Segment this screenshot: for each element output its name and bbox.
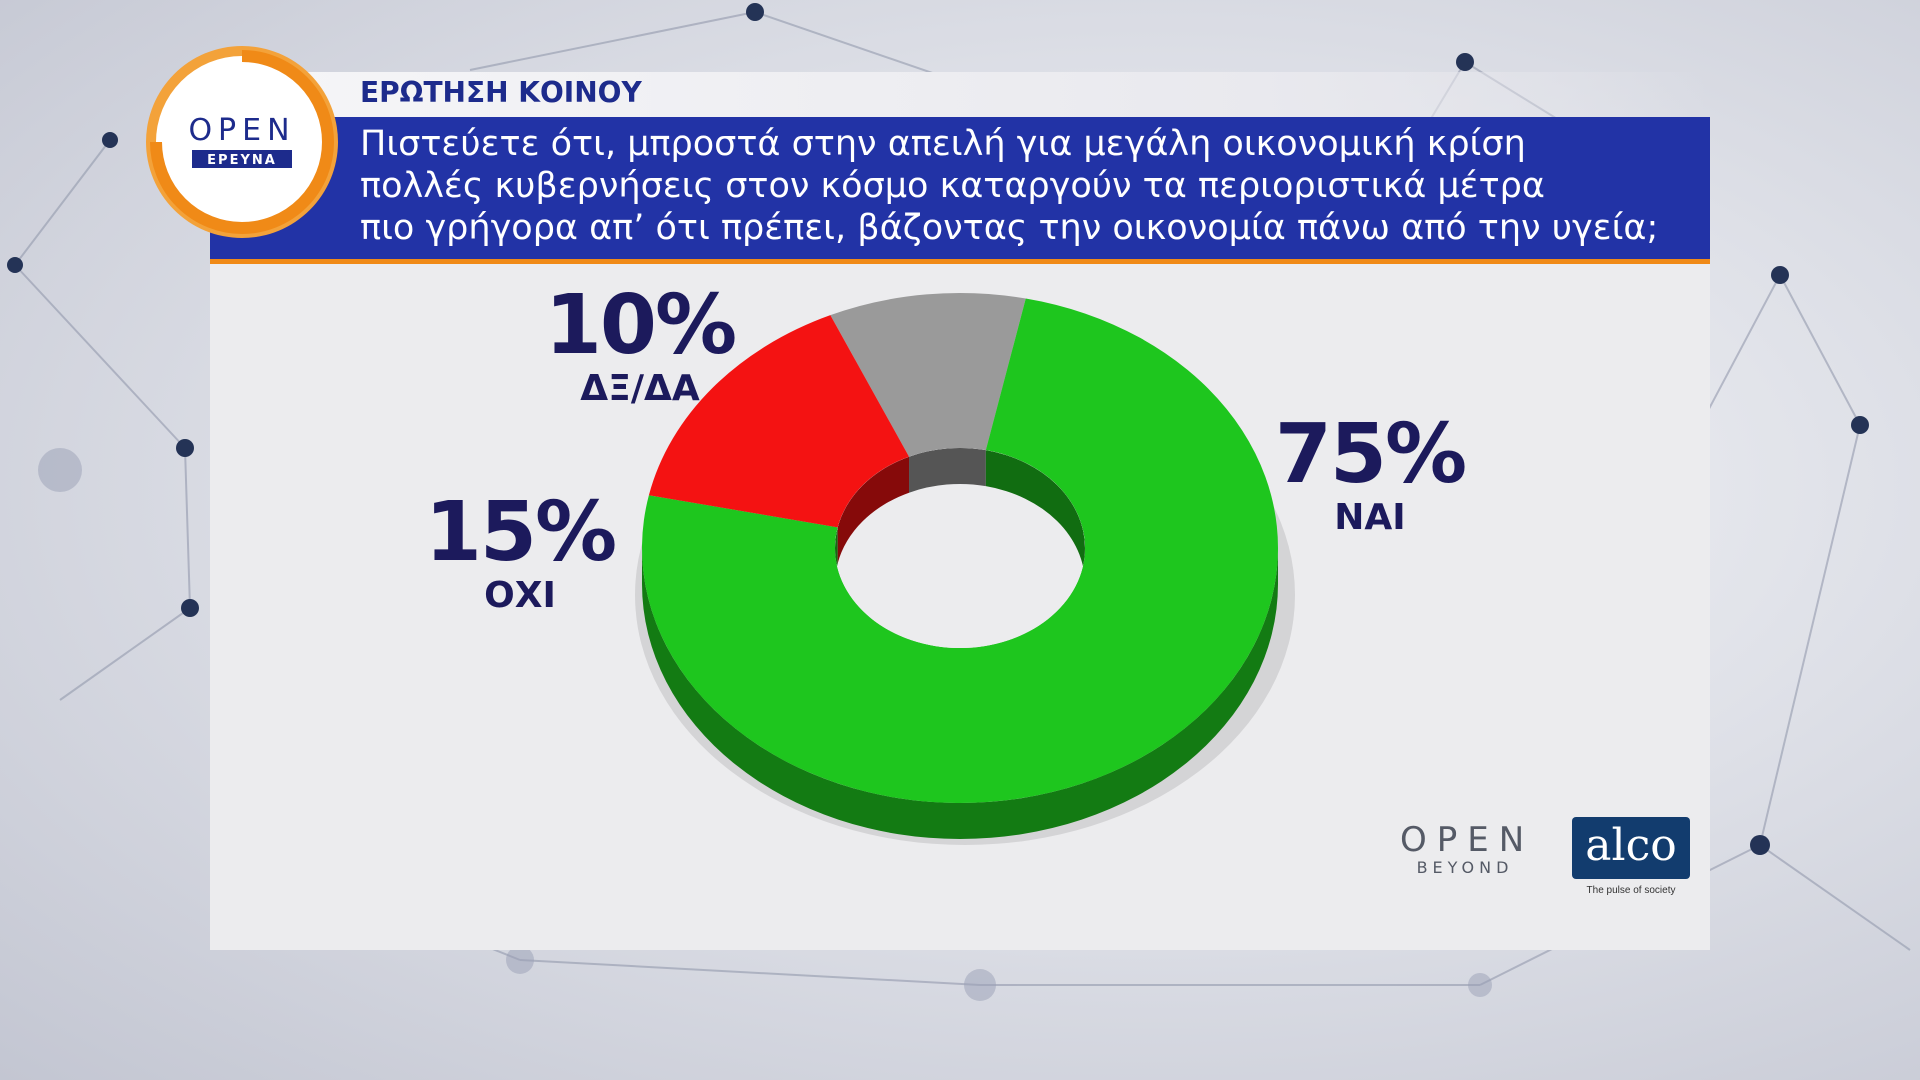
label-no: 15% ΟΧΙ — [400, 490, 640, 616]
alco-logo: alco — [1572, 817, 1690, 879]
label-no-category: ΟΧΙ — [484, 575, 556, 616]
label-dk: 10% ΔΞ/ΔΑ — [520, 283, 760, 409]
label-dk-category: ΔΞ/ΔΑ — [580, 368, 700, 409]
label-no-value: 15% — [424, 485, 617, 580]
logo-open-text: OPEN — [188, 113, 295, 148]
footer-open-text: OPEN — [1400, 820, 1535, 860]
slice-2 — [830, 293, 1026, 457]
question-text: Πιστεύετε ότι, μπροστά στην απειλή για μ… — [360, 123, 1700, 249]
question-label: ΕΡΩΤΗΣΗ ΚΟΙΝΟΥ — [360, 76, 642, 109]
question-label-bar: ΕΡΩΤΗΣΗ ΚΟΙΝΟΥ — [210, 72, 1710, 118]
slice-inner-wall-1 — [837, 456, 910, 564]
question-line-3: πιο γρήγορα απ’ ότι πρέπει, βάζοντας την… — [360, 208, 1659, 248]
logo-sub-text: ΕΡΕΥΝΑ — [207, 153, 277, 168]
slice-1 — [648, 315, 910, 528]
open-erevna-logo: OPEN ΕΡΕΥΝΑ — [144, 44, 340, 240]
slice-0 — [642, 298, 1278, 804]
footer-open-sub: BEYOND — [1416, 858, 1514, 877]
alco-tagline: The pulse of society — [1586, 885, 1676, 896]
open-beyond-logo: OPEN BEYOND — [1400, 820, 1530, 877]
slice-inner-wall-2 — [909, 448, 986, 493]
donut-hole-base — [835, 448, 1085, 648]
question-box: Πιστεύετε ότι, μπροστά στην απειλή για μ… — [210, 117, 1710, 264]
label-yes: 75% ΝΑΙ — [1250, 412, 1490, 538]
question-line-2: πολλές κυβερνήσεις στον κόσμο καταργούν … — [360, 166, 1545, 206]
label-yes-category: ΝΑΙ — [1334, 497, 1406, 538]
slice-inner-wall-0 — [985, 450, 1085, 584]
label-dk-value: 10% — [544, 278, 737, 373]
label-yes-value: 75% — [1274, 407, 1467, 502]
question-line-1: Πιστεύετε ότι, μπροστά στην απειλή για μ… — [360, 124, 1526, 164]
